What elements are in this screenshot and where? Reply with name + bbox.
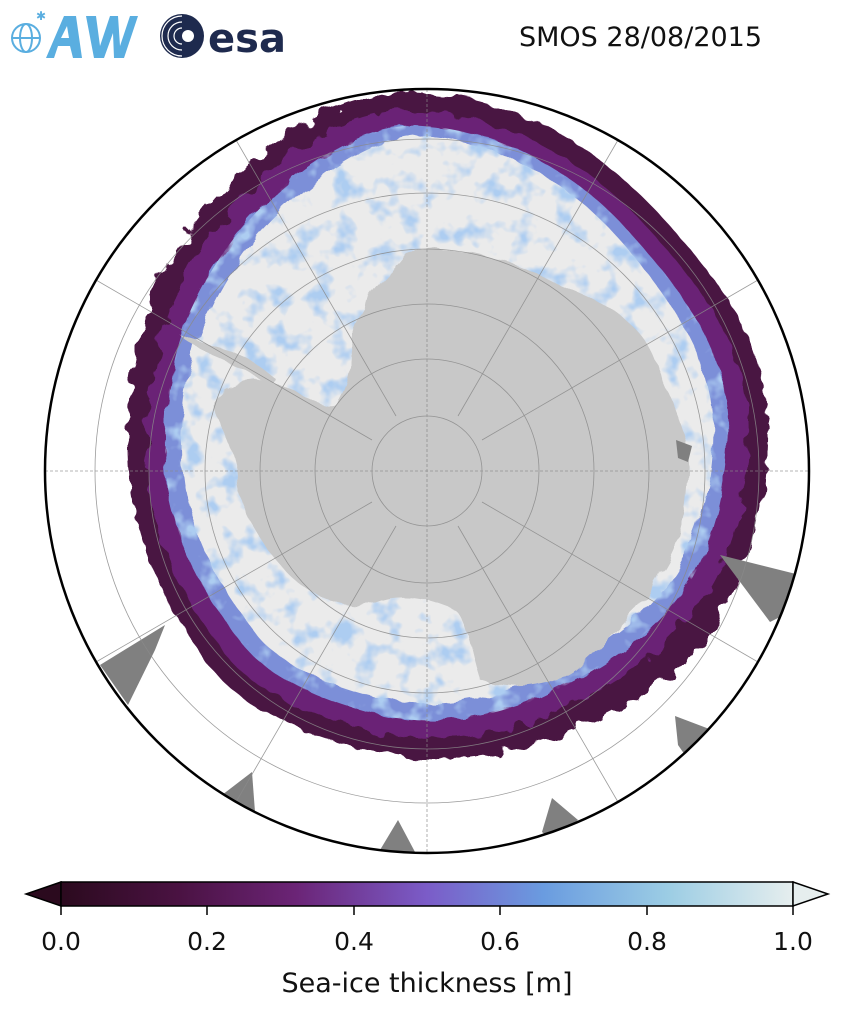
esa-emblem-icon (160, 14, 204, 58)
colorbar-tick-label: 0.8 (627, 927, 667, 956)
colorbar-tick-label: 0.6 (480, 927, 520, 956)
map-title: SMOS 28/08/2015 (519, 22, 763, 53)
antarctica-land (214, 245, 689, 687)
colorbar-gradient (60, 881, 794, 907)
sea-ice-map (43, 87, 811, 855)
awi-globe-icon (11, 23, 41, 53)
no-data-areas (100, 440, 800, 852)
colorbar-tick-label: 0.4 (334, 927, 374, 956)
colorbar-tick-marks (60, 906, 794, 915)
esa-logo-wordmark: esa (208, 16, 286, 62)
colorbar: 0.0 0.2 0.4 0.6 0.8 1.0 Sea-ice thicknes… (23, 880, 831, 999)
colorbar-tick-label: 0.0 (41, 927, 81, 956)
esa-logo: esa (160, 14, 286, 62)
awi-logo-star: ✱ (36, 9, 46, 23)
colorbar-tick-label: 1.0 (773, 927, 813, 956)
colorbar-extend-high (792, 880, 831, 908)
colorbar-extend-low (23, 880, 62, 908)
colorbar-tick-label: 0.2 (187, 927, 227, 956)
graticule (45, 89, 809, 853)
colorbar-label: Sea-ice thickness [m] (281, 968, 572, 999)
map-boundary (43, 87, 811, 855)
awi-logo: ✱ (11, 9, 138, 58)
awi-logo-wordmark (46, 16, 138, 58)
antarctic-peninsula (180, 335, 275, 385)
